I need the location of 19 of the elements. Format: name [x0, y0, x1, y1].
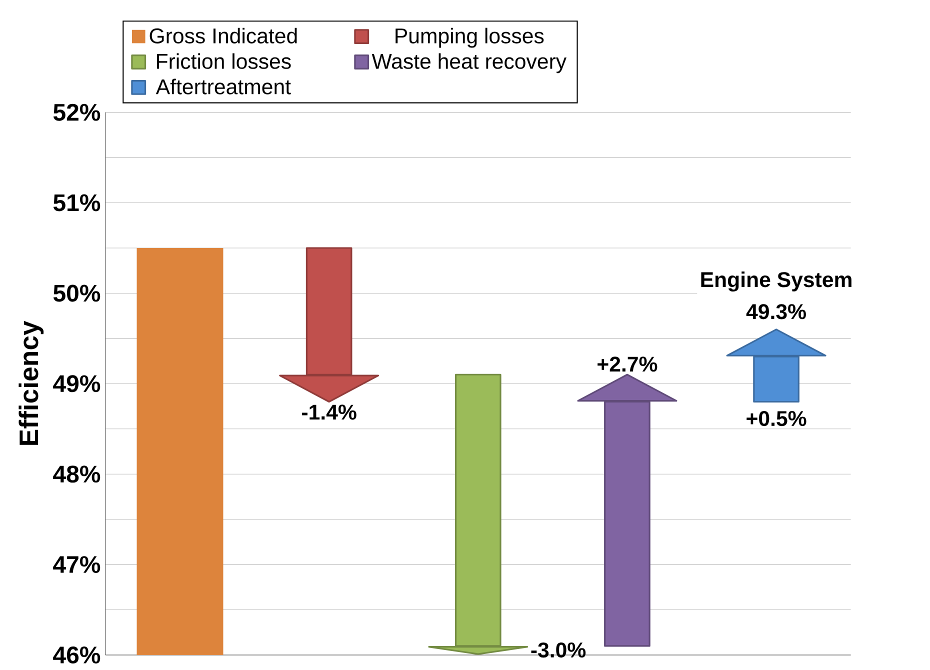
- y-tick-label: 51%: [53, 194, 100, 212]
- y-tick-label: 50%: [53, 284, 100, 302]
- legend-label: Aftertreatment: [156, 78, 291, 94]
- data-label: -3.0%: [531, 642, 586, 658]
- annotation: Engine System: [701, 272, 852, 292]
- y-tick-label: 52%: [53, 104, 100, 121]
- annotation: 49.3%: [746, 304, 806, 320]
- y-tick-label: 47%: [53, 556, 100, 573]
- data-label: +2.7%: [598, 356, 658, 372]
- y-tick-label: 48%: [53, 466, 100, 483]
- data-label: -1.4%: [302, 404, 356, 420]
- legend-label: Pumping losses: [396, 28, 544, 48]
- y-axis-title: Efficiency: [18, 320, 44, 445]
- y-tick-label: 46%: [53, 646, 100, 664]
- legend-label: Waste heat recovery: [372, 53, 567, 74]
- legend-label: Gross Indicated: [150, 28, 297, 44]
- y-tick-label: 49%: [53, 375, 100, 392]
- data-label: +0.5%: [746, 410, 806, 426]
- legend-label: Friction losses: [157, 53, 291, 69]
